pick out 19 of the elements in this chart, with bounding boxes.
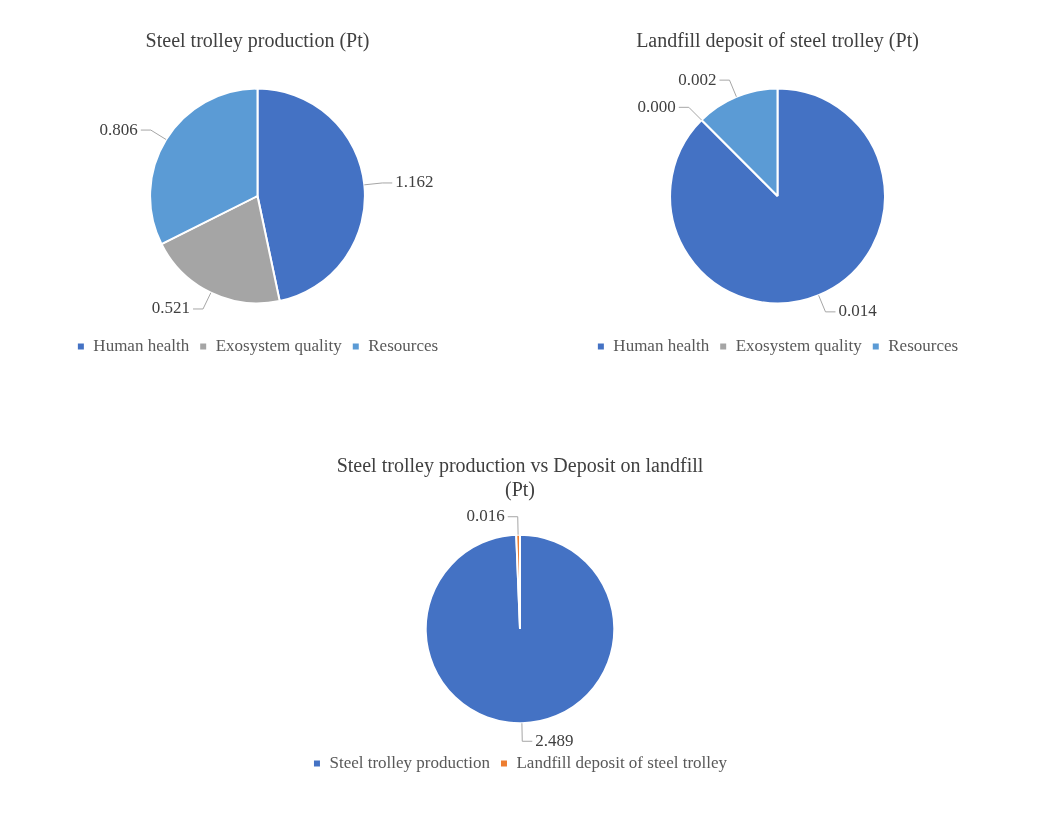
data-label: 0.521 bbox=[151, 298, 191, 318]
legend-label: Human health bbox=[93, 335, 190, 355]
text: 0.000 bbox=[637, 96, 676, 116]
data-label: 0.016 bbox=[466, 506, 505, 526]
data-label: 0.002 bbox=[678, 69, 717, 89]
legend-label: Human health bbox=[613, 335, 710, 355]
data-label: 0.806 bbox=[99, 119, 138, 139]
legend-label: Steel trolley production bbox=[329, 752, 491, 772]
legend-label: Exosystem quality bbox=[735, 335, 863, 355]
data-label: 2.489 bbox=[535, 730, 574, 750]
data-label: 1.162 bbox=[395, 172, 434, 192]
chart-title: Landfill deposit of steel trolley (Pt) bbox=[636, 29, 919, 53]
legend-label: Resources bbox=[368, 335, 439, 355]
chart-title: Steel trolley production vs Deposit on landfill (Pt) bbox=[336, 454, 704, 502]
legend-label: Resources bbox=[888, 335, 959, 355]
legend-label: Landfill deposit of steel trolley bbox=[516, 752, 728, 772]
legend-label: Exosystem quality bbox=[215, 335, 343, 355]
data-label: 0.014 bbox=[838, 301, 878, 321]
chart-title: Steel trolley production (Pt) bbox=[145, 29, 370, 53]
